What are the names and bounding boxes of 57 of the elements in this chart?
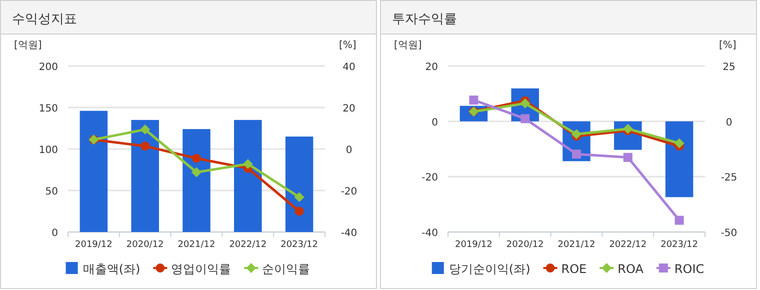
point bbox=[572, 129, 582, 140]
y-tick-label: 50 bbox=[45, 186, 58, 198]
y2-axis-title: [%] bbox=[719, 40, 736, 51]
point bbox=[674, 138, 684, 148]
point bbox=[572, 150, 581, 159]
y-tick-label: -20 bbox=[422, 172, 438, 184]
legend-label: 매출액(좌) bbox=[82, 262, 140, 276]
point bbox=[140, 142, 150, 151]
y2-tick-label: 40 bbox=[342, 62, 356, 73]
legend-label: ROA bbox=[618, 262, 644, 276]
x-tick-label: 2023/12 bbox=[280, 240, 318, 250]
y2-axis-title: [%] bbox=[339, 40, 356, 51]
point bbox=[520, 114, 530, 124]
point bbox=[622, 124, 633, 134]
y2-tick-label: 0 bbox=[346, 145, 352, 156]
x-tick-label: 2019/12 bbox=[75, 240, 112, 250]
y-tick-label: 100 bbox=[38, 145, 58, 156]
x-tick-label: 2020/12 bbox=[506, 240, 544, 250]
bar bbox=[665, 121, 694, 198]
legend-label: 당기순이익(좌) bbox=[448, 262, 530, 276]
legend-label: ROIC bbox=[674, 262, 704, 276]
y-axis-title: [억원] bbox=[14, 40, 42, 51]
point bbox=[192, 167, 202, 178]
y-tick-label: 0 bbox=[52, 228, 58, 239]
point bbox=[140, 124, 150, 134]
x-tick-label: 2021/12 bbox=[558, 240, 596, 250]
x-tick-label: 2022/12 bbox=[229, 240, 267, 250]
y2-tick-label: -20 bbox=[340, 186, 358, 198]
point bbox=[623, 152, 632, 162]
y-tick-label: 0 bbox=[432, 117, 438, 128]
point bbox=[294, 192, 304, 202]
y2-tick-label: -50 bbox=[720, 228, 738, 239]
legend-label: 영업이익률 bbox=[171, 262, 232, 276]
y-tick-label: 200 bbox=[38, 62, 58, 73]
y-tick-label: 20 bbox=[425, 62, 438, 73]
x-tick-label: 2023/12 bbox=[660, 240, 698, 250]
legend-label: 순이익률 bbox=[262, 262, 310, 276]
x-tick-label: 2022/12 bbox=[609, 240, 647, 250]
point bbox=[192, 154, 201, 163]
y2-tick-label: 25 bbox=[722, 62, 736, 73]
chart-title: 투자수익률 bbox=[392, 12, 457, 27]
y-axis-title: [억원] bbox=[394, 40, 422, 51]
x-tick-label: 2019/12 bbox=[455, 240, 492, 250]
y2-tick-label: 0 bbox=[726, 117, 732, 128]
point bbox=[674, 216, 684, 225]
y-tick-label: 150 bbox=[38, 104, 58, 114]
y2-tick-label: -25 bbox=[720, 172, 738, 184]
y-tick-label: -40 bbox=[422, 228, 438, 239]
x-tick-label: 2021/12 bbox=[178, 240, 216, 250]
y2-tick-label: -40 bbox=[340, 228, 358, 239]
point bbox=[242, 158, 253, 169]
legend-label: ROE bbox=[561, 262, 587, 276]
chart-title: 수익성지표 bbox=[12, 12, 77, 27]
x-tick-label: 2020/12 bbox=[126, 240, 164, 250]
point bbox=[294, 206, 304, 216]
y2-tick-label: 20 bbox=[342, 104, 356, 114]
point bbox=[469, 96, 478, 105]
